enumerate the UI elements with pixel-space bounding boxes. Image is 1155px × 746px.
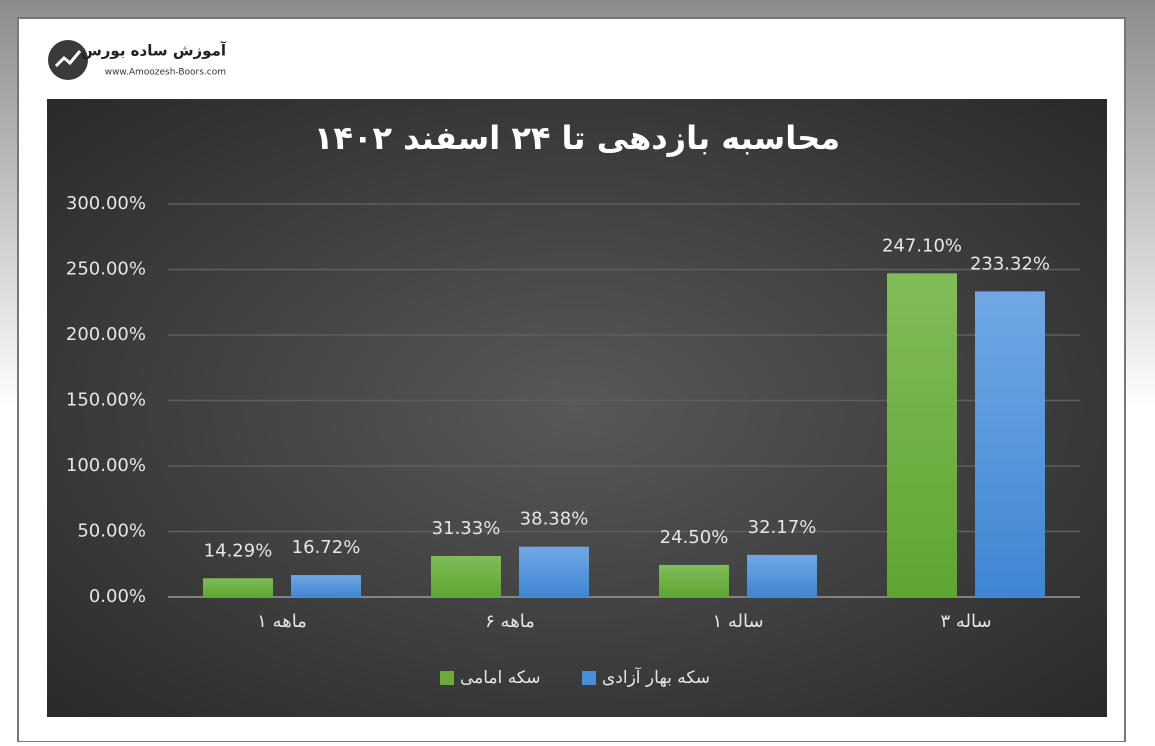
chart-title: محاسبه بازدهی تا ۲۴ اسفند ۱۴۰۲: [314, 119, 840, 157]
bar: [659, 564, 729, 597]
logo-arrow: [54, 50, 82, 68]
legend-label: سکه امامی: [460, 668, 540, 688]
value-label: 24.50%: [660, 527, 729, 548]
brand: آموزش ساده بورس: [81, 42, 227, 60]
bar: [291, 575, 361, 597]
y-tick-label: 250.00%: [66, 259, 146, 280]
bar: [203, 578, 273, 597]
value-label: 247.10%: [882, 235, 962, 256]
bar: [431, 555, 501, 597]
legend-swatch: [582, 671, 596, 685]
brand-url: www.Amoozesh-Boors.com: [105, 68, 226, 78]
y-tick-label: 150.00%: [66, 390, 146, 411]
value-label: 32.17%: [748, 517, 817, 538]
x-tick-label: ۶ ماهه: [485, 611, 535, 632]
value-label: 14.29%: [204, 540, 273, 561]
x-tick-label: ۱ ساله: [712, 611, 763, 632]
value-label: 38.38%: [520, 509, 589, 530]
bar: [519, 546, 589, 597]
value-label: 16.72%: [292, 537, 361, 558]
bar: [975, 291, 1045, 597]
bar: [887, 273, 957, 597]
bar: [747, 554, 817, 597]
legend-label: سکه بهار آزادی: [602, 666, 710, 688]
y-tick-label: 50.00%: [77, 521, 146, 542]
legend-swatch: [440, 671, 454, 685]
y-tick-label: 100.00%: [66, 455, 146, 476]
x-tick-label: ۳ ساله: [940, 611, 991, 632]
value-label: 31.33%: [432, 518, 501, 539]
y-tick-label: 0.00%: [89, 586, 146, 607]
y-tick-label: 300.00%: [66, 193, 146, 214]
y-tick-label: 200.00%: [66, 324, 146, 345]
value-label: 233.32%: [970, 253, 1050, 274]
x-tick-label: ۱ ماهه: [257, 611, 307, 632]
